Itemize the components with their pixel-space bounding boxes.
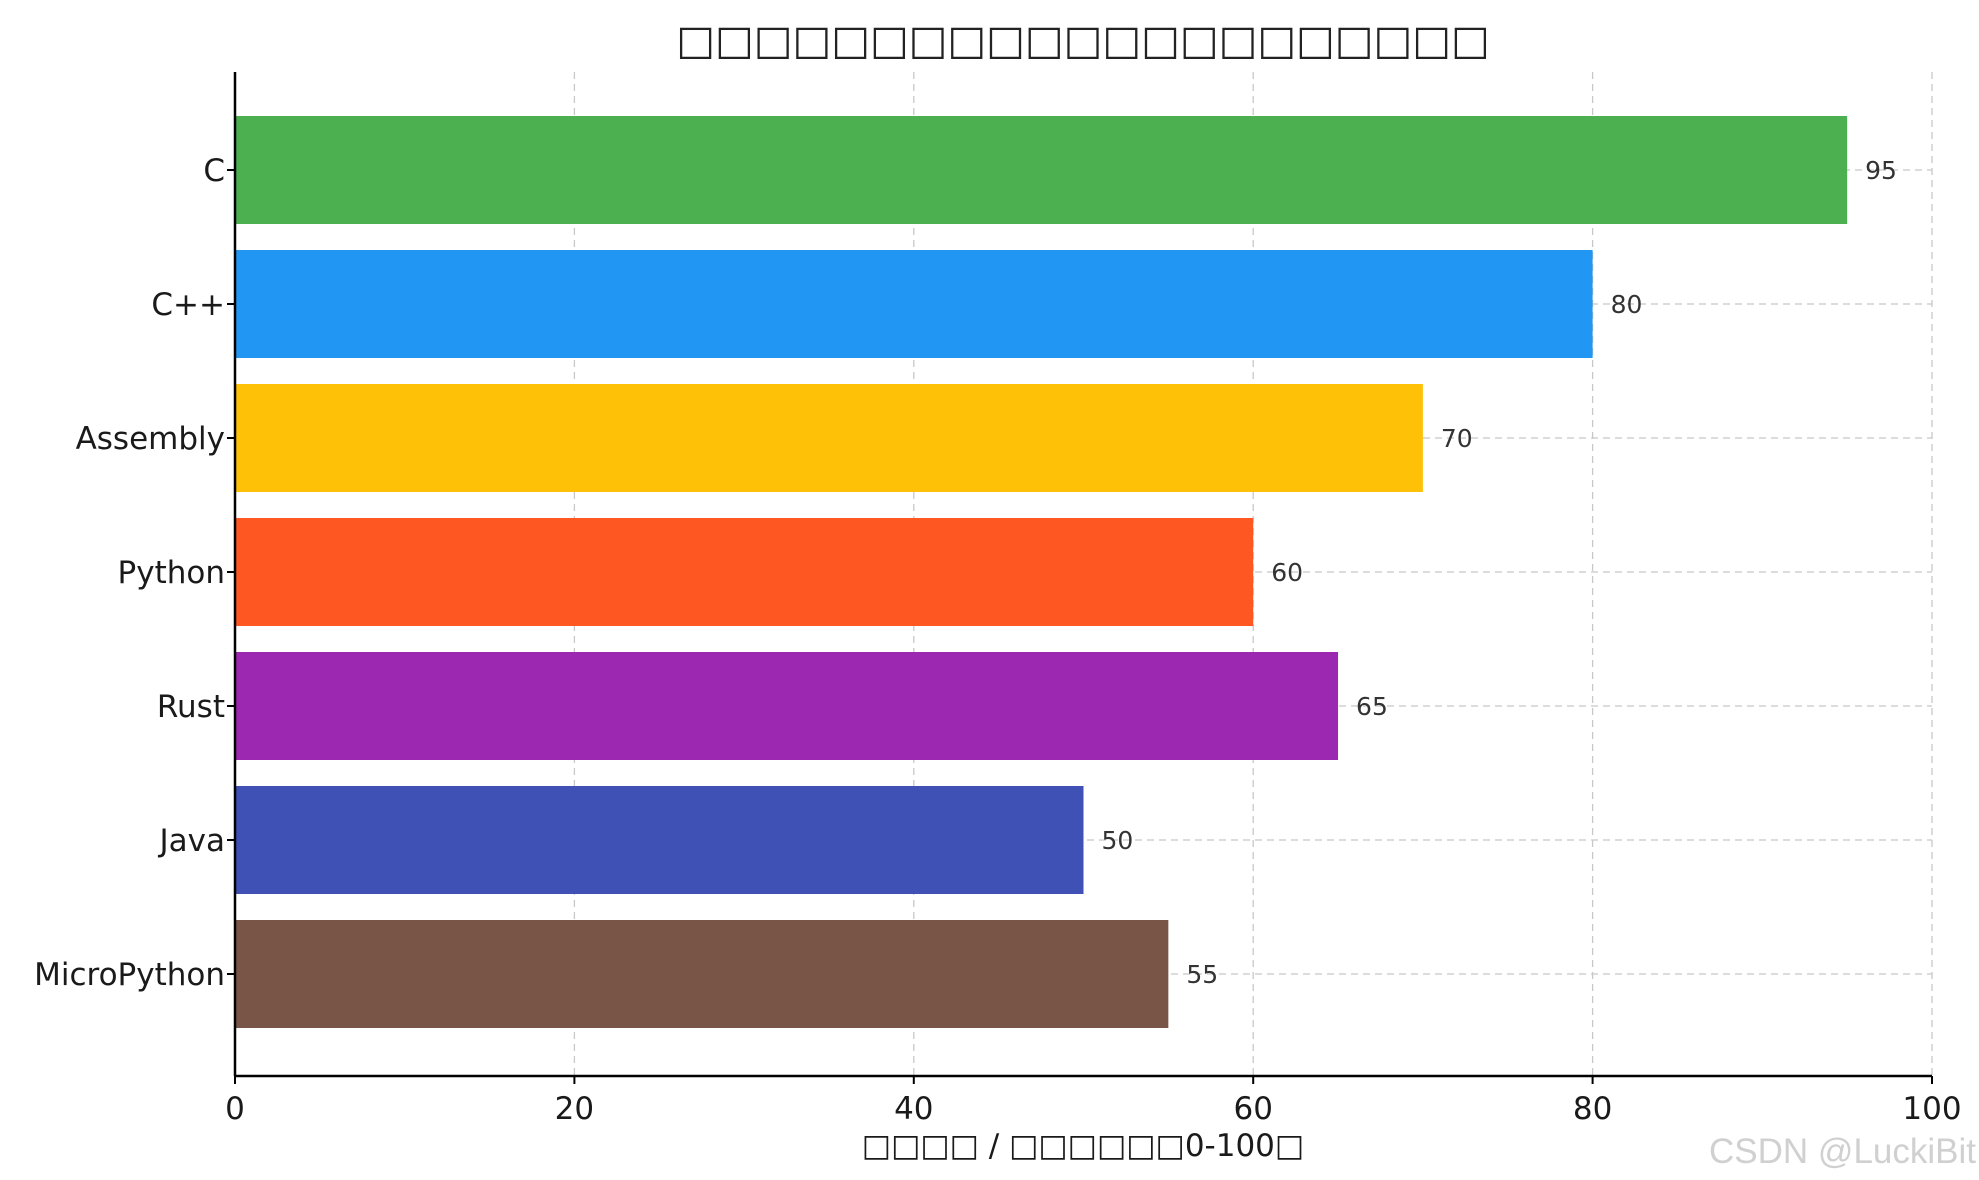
y-tick-label: Rust <box>157 689 225 725</box>
bar-java <box>235 786 1084 894</box>
bar-rust <box>235 652 1339 760</box>
data-label: 95 <box>1865 156 1897 185</box>
bar-python <box>235 518 1254 626</box>
data-label: 70 <box>1441 424 1473 453</box>
x-axis-label: □□□□ / □□□□□□0-100□ <box>862 1128 1304 1164</box>
x-tick-label: 0 <box>225 1091 245 1127</box>
chart-title: □□□□□□□□□□□□□□□□□□□□□ <box>676 16 1490 64</box>
data-label: 80 <box>1611 290 1643 319</box>
bar-cpp <box>235 250 1593 358</box>
x-tick-label: 40 <box>894 1091 933 1127</box>
x-tick-label: 80 <box>1573 1091 1612 1127</box>
data-labels: 95 80 70 60 65 50 55 <box>1102 156 1897 989</box>
bar-c <box>235 116 1848 224</box>
y-tick-label: Python <box>118 555 225 591</box>
x-tick-label: 20 <box>555 1091 594 1127</box>
data-label: 60 <box>1271 558 1303 587</box>
bar-micropython <box>235 920 1169 1028</box>
data-label: 65 <box>1356 692 1388 721</box>
bars <box>235 116 1848 1028</box>
watermark: CSDN @LuckiBit <box>1709 1132 1976 1171</box>
data-label: 50 <box>1102 826 1134 855</box>
x-tick-label: 100 <box>1902 1091 1961 1127</box>
y-tick-label: C <box>203 153 225 189</box>
x-axis-tick-labels: 0 20 40 60 80 100 <box>225 1076 1962 1127</box>
y-tick-label: Assembly <box>76 421 225 457</box>
y-tick-label: C++ <box>151 287 225 323</box>
y-axis-tick-labels: C C++ Assembly Python Rust Java MicroPython <box>34 153 235 993</box>
bar-assembly <box>235 384 1423 492</box>
y-tick-label: MicroPython <box>34 957 225 993</box>
data-label: 55 <box>1186 960 1218 989</box>
y-tick-label: Java <box>158 823 225 859</box>
x-tick-label: 60 <box>1233 1091 1272 1127</box>
